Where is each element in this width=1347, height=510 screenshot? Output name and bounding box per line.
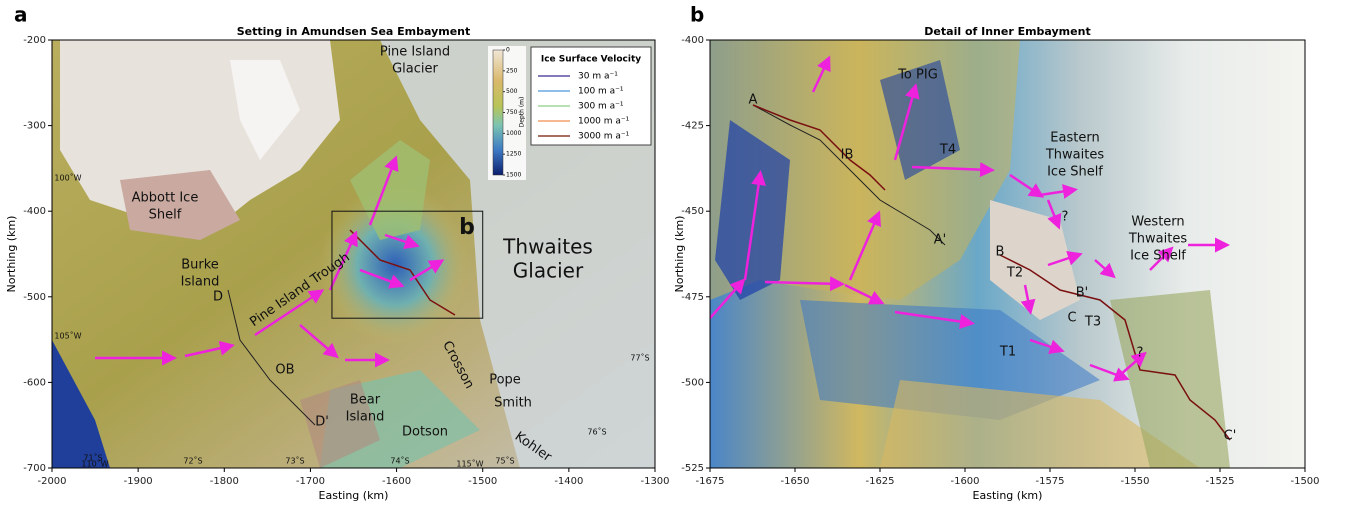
y-tick-label: -700: [23, 463, 46, 474]
map-annotation: D: [213, 290, 223, 305]
map-annotation: IB: [841, 148, 854, 163]
map-annotation: T1: [999, 345, 1016, 360]
y-tick-label: -525: [681, 463, 704, 474]
legend-title: Ice Surface Velocity: [541, 55, 641, 65]
y-tick-label: -600: [23, 377, 46, 388]
y-axis-label: Northing (km): [5, 216, 18, 293]
colorbar-tick-label: 0: [506, 47, 510, 54]
x-tick-label: -2000: [37, 476, 66, 487]
x-tick-label: -1500: [1290, 476, 1319, 487]
x-axis-label: Easting (km): [973, 489, 1043, 502]
map-annotation: Island: [346, 410, 385, 425]
panel-label: a: [14, 3, 28, 27]
map-annotation: Burke: [181, 258, 219, 273]
y-tick-label: -500: [23, 292, 46, 303]
graticule-label: 75˚S: [495, 456, 514, 466]
graticule-label: 105˚W: [54, 331, 81, 341]
map-annotation: Dotson: [402, 425, 448, 440]
colorbar: [493, 50, 503, 175]
x-tick-label: -1900: [124, 476, 153, 487]
x-axis-label: Easting (km): [319, 489, 389, 502]
panel-label: b: [690, 3, 704, 27]
y-tick-label: -450: [681, 206, 704, 217]
x-tick-label: -1650: [780, 476, 809, 487]
x-tick-label: -1800: [210, 476, 239, 487]
map-annotation: T2: [1006, 266, 1023, 281]
map-annotation: ?: [1137, 346, 1144, 361]
map-annotation: Glacier: [513, 259, 584, 283]
map-annotation: Thwaites: [502, 235, 593, 259]
legend-label: 3000 m a⁻¹: [578, 132, 630, 142]
map-annotation: D': [315, 415, 329, 430]
map-annotation: Pope: [489, 373, 521, 388]
map-annotation: Pine Island: [380, 45, 450, 60]
graticule-label: 72˚S: [183, 456, 202, 466]
y-tick-label: -500: [681, 377, 704, 388]
x-tick-label: -1700: [296, 476, 325, 487]
y-tick-label: -400: [23, 206, 46, 217]
colorbar-tick-label: 1000: [506, 130, 521, 137]
graticule-label: 71˚S: [83, 453, 102, 463]
map-annotation: OB: [275, 363, 294, 378]
graticule-label: 115˚W: [456, 459, 483, 469]
map-annotation: Western: [1131, 215, 1184, 230]
map-annotation: B: [996, 245, 1005, 260]
map-annotation: Thwaites: [1128, 232, 1187, 247]
map-annotation: B': [1076, 286, 1089, 301]
legend-label: 30 m a⁻¹: [578, 72, 618, 82]
map-annotation: C: [1067, 311, 1076, 326]
x-tick-label: -1675: [695, 476, 724, 487]
map-annotation: Thwaites: [1045, 148, 1104, 163]
y-tick-label: -200: [23, 35, 46, 46]
y-tick-label: -475: [681, 292, 704, 303]
y-axis-label: Northing (km): [673, 216, 686, 293]
map-annotation: ?: [1062, 210, 1069, 225]
map-annotation: A: [749, 93, 758, 108]
map-annotation: Eastern: [1050, 131, 1099, 146]
map-annotation: Shelf: [149, 208, 182, 223]
legend-label: 1000 m a⁻¹: [578, 117, 630, 127]
x-tick-label: -1600: [950, 476, 979, 487]
map-annotation: Ice Shelf: [1047, 165, 1103, 180]
map-annotation: Bear: [350, 393, 381, 408]
y-tick-label: -425: [681, 121, 704, 132]
x-tick-label: -1500: [468, 476, 497, 487]
graticule-label: 77˚S: [630, 353, 649, 363]
map-annotation: T4: [939, 143, 956, 158]
map-annotation: b: [459, 215, 475, 240]
colorbar-tick-label: 500: [506, 88, 518, 95]
map-annotation: Ice Shelf: [1130, 249, 1186, 264]
map-annotation: Glacier: [392, 62, 438, 77]
map-annotation: Abbott Ice: [132, 191, 199, 206]
graticule-label: 74˚S: [390, 456, 409, 466]
x-tick-label: -1575: [1035, 476, 1064, 487]
map-annotation: To PIG: [897, 68, 938, 83]
x-tick-label: -1600: [382, 476, 411, 487]
colorbar-tick-label: 750: [506, 109, 518, 116]
x-tick-label: -1550: [1120, 476, 1149, 487]
graticule-label: 76˚S: [587, 427, 606, 437]
x-tick-label: -1300: [640, 476, 669, 487]
colorbar-label: Depth (m): [519, 97, 526, 128]
x-tick-label: -1525: [1205, 476, 1234, 487]
map-annotation: A': [934, 233, 946, 248]
map-annotation: Smith: [494, 396, 532, 411]
y-tick-label: -300: [23, 121, 46, 132]
panel-title: Setting in Amundsen Sea Embayment: [237, 25, 471, 38]
graticule-label: 73˚S: [285, 456, 304, 466]
map-annotation: Island: [181, 275, 220, 290]
graticule-label: 100˚W: [54, 173, 81, 183]
map-annotation: T3: [1084, 315, 1101, 330]
x-tick-label: -1625: [865, 476, 894, 487]
panel-title: Detail of Inner Embayment: [924, 25, 1090, 38]
x-tick-label: -1400: [554, 476, 583, 487]
colorbar-tick-label: 1250: [506, 151, 521, 158]
legend-label: 300 m a⁻¹: [578, 102, 624, 112]
legend-label: 100 m a⁻¹: [578, 87, 624, 97]
map-annotation: C': [1224, 429, 1237, 444]
colorbar-tick-label: 1500: [506, 172, 521, 179]
colorbar-tick-label: 250: [506, 67, 518, 74]
figure: a Setting in Amundsen Sea Embayment Eastin…: [0, 0, 1347, 506]
y-tick-label: -400: [681, 35, 704, 46]
